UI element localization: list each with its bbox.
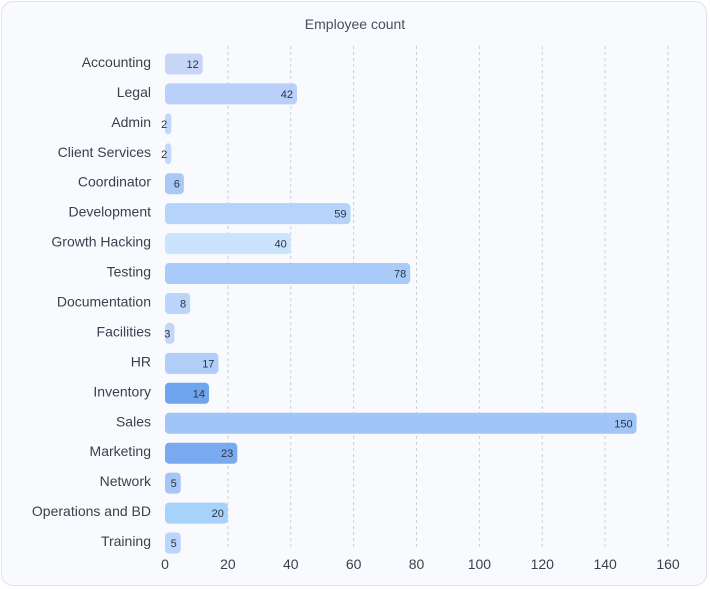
category-label: Marketing <box>90 443 151 459</box>
bar[interactable] <box>165 263 411 285</box>
x-tick-label: 160 <box>656 556 680 572</box>
bar[interactable] <box>165 53 203 75</box>
category-label: Coordinator <box>78 174 151 190</box>
category-label: Development <box>69 204 152 220</box>
x-tick-label: 80 <box>409 556 425 572</box>
bar-value-label: 59 <box>334 209 346 221</box>
bar[interactable] <box>165 83 298 105</box>
x-tick-label: 0 <box>161 556 169 572</box>
category-label: Testing <box>107 264 151 280</box>
category-label: Growth Hacking <box>51 234 151 250</box>
bar[interactable] <box>165 412 637 434</box>
x-tick-label: 120 <box>531 556 555 572</box>
chart-title: Employee count <box>304 16 406 32</box>
bar-value-label: 6 <box>174 179 180 191</box>
category-label: Admin <box>111 114 151 130</box>
bars: 12 42 2 2 6 59 40 78 8 3 17 14 150 23 5 20 5 <box>161 53 637 554</box>
bar[interactable] <box>165 442 238 464</box>
bar-value-label: 42 <box>281 89 293 101</box>
category-label: Sales <box>116 413 151 429</box>
x-tick-label: 40 <box>283 556 299 572</box>
x-tick-label: 60 <box>346 556 362 572</box>
bar[interactable] <box>165 173 184 195</box>
bar[interactable] <box>165 322 175 344</box>
bar[interactable] <box>165 233 291 255</box>
x-tick-label: 20 <box>220 556 236 572</box>
category-label: Inventory <box>93 383 151 399</box>
bar-value-label: 150 <box>614 418 632 430</box>
category-label: Operations and BD <box>32 503 151 519</box>
category-label: Documentation <box>57 293 151 309</box>
bar[interactable] <box>165 352 219 374</box>
bar-value-label: 20 <box>212 508 224 520</box>
x-tick-label: 100 <box>468 556 492 572</box>
bar-value-label: 2 <box>161 149 167 161</box>
bar-value-label: 17 <box>202 358 214 370</box>
bar-value-label: 23 <box>221 448 233 460</box>
bar-value-label: 8 <box>180 298 186 310</box>
bar[interactable] <box>165 502 228 524</box>
grid-lines <box>227 46 669 550</box>
bar-value-label: 5 <box>171 478 177 490</box>
bar-value-label: 3 <box>164 328 170 340</box>
bar-value-label: 5 <box>171 538 177 550</box>
bar-value-label: 14 <box>193 388 205 400</box>
bar[interactable] <box>165 532 181 554</box>
category-label: HR <box>131 353 151 369</box>
x-axis-ticks: 0 20 40 60 80 100 120 140 160 <box>161 556 680 572</box>
category-label: Accounting <box>82 54 151 70</box>
category-label: Client Services <box>58 144 151 160</box>
category-labels: Accounting Legal Admin Client Services Coord… <box>32 54 152 549</box>
bar[interactable] <box>165 113 172 135</box>
bar[interactable] <box>165 292 191 314</box>
bar-value-label: 78 <box>394 269 406 281</box>
bar-value-label: 40 <box>275 239 287 251</box>
bar-value-label: 12 <box>186 59 198 71</box>
bar[interactable] <box>165 472 181 494</box>
bar-value-label: 2 <box>161 119 167 131</box>
bar[interactable] <box>165 382 210 404</box>
bar[interactable] <box>165 203 351 225</box>
bar[interactable] <box>165 143 172 165</box>
category-label: Facilities <box>97 323 151 339</box>
category-label: Legal <box>117 84 151 100</box>
category-label: Training <box>101 533 151 549</box>
category-label: Network <box>100 473 152 489</box>
x-tick-label: 140 <box>593 556 617 572</box>
